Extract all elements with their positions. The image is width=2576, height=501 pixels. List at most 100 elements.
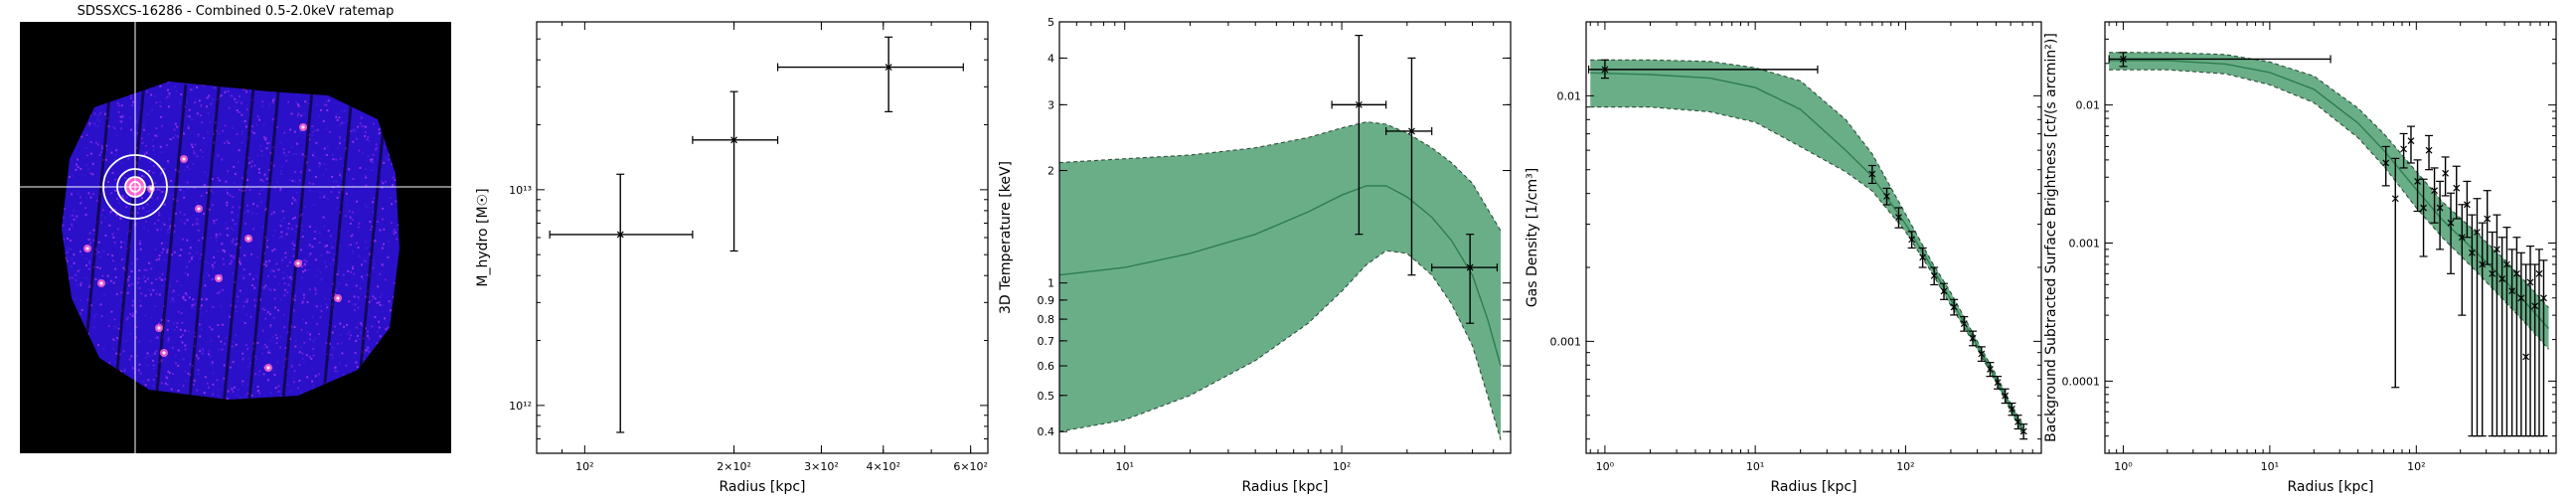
point-marker <box>2420 204 2427 212</box>
count-pixel <box>220 94 223 97</box>
count-pixel <box>244 125 247 128</box>
count-pixel <box>377 285 380 288</box>
count-pixel <box>233 340 236 343</box>
count-pixel <box>255 273 258 276</box>
count-pixel <box>271 250 274 252</box>
count-pixel <box>308 356 311 358</box>
count-pixel <box>329 263 332 265</box>
count-pixel <box>171 346 174 349</box>
count-pixel <box>364 134 366 137</box>
count-pixel <box>113 318 116 321</box>
count-pixel <box>269 362 272 365</box>
count-pixel <box>310 357 313 360</box>
count-pixel <box>340 121 343 124</box>
count-pixel <box>275 137 277 140</box>
point-marker <box>2468 249 2476 256</box>
count-pixel <box>339 174 342 177</box>
count-pixel <box>356 334 359 337</box>
count-pixel <box>213 220 216 223</box>
count-pixel <box>294 294 297 297</box>
count-pixel <box>165 205 168 208</box>
count-pixel <box>168 228 171 231</box>
count-pixel <box>158 257 161 260</box>
count-pixel <box>176 279 179 282</box>
count-pixel <box>210 339 213 342</box>
count-pixel <box>296 276 299 279</box>
count-pixel <box>117 327 120 330</box>
chip-gap <box>321 84 355 400</box>
count-pixel <box>116 198 119 201</box>
count-pixel <box>203 336 206 338</box>
count-pixel <box>139 206 142 209</box>
count-pixel <box>223 337 226 340</box>
count-pixel <box>377 221 379 223</box>
count-pixel <box>101 147 104 150</box>
count-pixel <box>118 202 120 205</box>
count-pixel <box>273 275 276 278</box>
count-pixel <box>318 232 321 235</box>
count-pixel <box>220 273 223 276</box>
data-point <box>1894 207 1903 229</box>
count-pixel <box>167 88 169 91</box>
count-pixel <box>180 93 183 95</box>
count-pixel <box>326 245 328 247</box>
count-pixel <box>132 299 134 302</box>
count-pixel <box>119 115 122 118</box>
count-pixel <box>308 189 311 192</box>
count-pixel <box>326 128 329 131</box>
count-pixel <box>164 382 167 385</box>
count-pixel <box>393 233 396 236</box>
count-pixel <box>243 211 246 214</box>
count-pixel <box>323 147 326 150</box>
count-pixel <box>354 240 357 242</box>
count-pixel <box>370 160 373 163</box>
data-point <box>2452 165 2461 220</box>
count-pixel <box>374 193 377 196</box>
count-pixel <box>161 124 164 127</box>
count-pixel <box>338 281 341 284</box>
count-pixel <box>218 348 221 351</box>
count-pixel <box>141 141 144 144</box>
count-pixel <box>92 315 95 318</box>
count-pixel <box>314 307 317 310</box>
count-pixel <box>230 304 233 307</box>
count-pixel <box>263 308 266 311</box>
count-pixel <box>273 374 276 376</box>
count-pixel <box>274 387 277 390</box>
point-marker <box>2489 269 2496 277</box>
y-tick-label: 0.0001 <box>2062 375 2101 388</box>
count-pixel <box>379 272 382 275</box>
count-pixel <box>270 268 273 271</box>
count-pixel <box>283 151 285 154</box>
count-pixel <box>246 298 249 301</box>
data-point <box>2478 222 2487 437</box>
count-pixel <box>215 236 218 239</box>
count-pixel <box>226 189 229 192</box>
count-pixel <box>186 165 189 168</box>
count-pixel <box>166 249 169 251</box>
count-pixel <box>152 171 155 174</box>
count-pixel <box>237 394 240 397</box>
count-pixel <box>193 303 196 306</box>
count-pixel <box>114 178 116 181</box>
count-pixel <box>257 390 260 392</box>
count-pixel <box>368 296 371 298</box>
count-pixel <box>278 237 280 240</box>
count-pixel <box>241 142 243 145</box>
count-pixel <box>242 176 244 179</box>
count-pixel <box>132 225 135 228</box>
count-pixel <box>364 259 366 262</box>
count-pixel <box>272 335 275 338</box>
count-pixel <box>159 104 162 107</box>
count-pixel <box>187 273 189 276</box>
count-pixel <box>200 104 203 107</box>
count-pixel <box>307 102 310 105</box>
count-pixel <box>85 164 88 167</box>
count-pixel <box>140 292 143 295</box>
count-pixel <box>367 155 370 158</box>
count-pixel <box>256 154 259 157</box>
x-tick-label: 10⁰ <box>1596 460 1615 473</box>
count-pixel <box>224 358 227 361</box>
count-pixel <box>251 277 254 280</box>
count-pixel <box>160 151 163 154</box>
